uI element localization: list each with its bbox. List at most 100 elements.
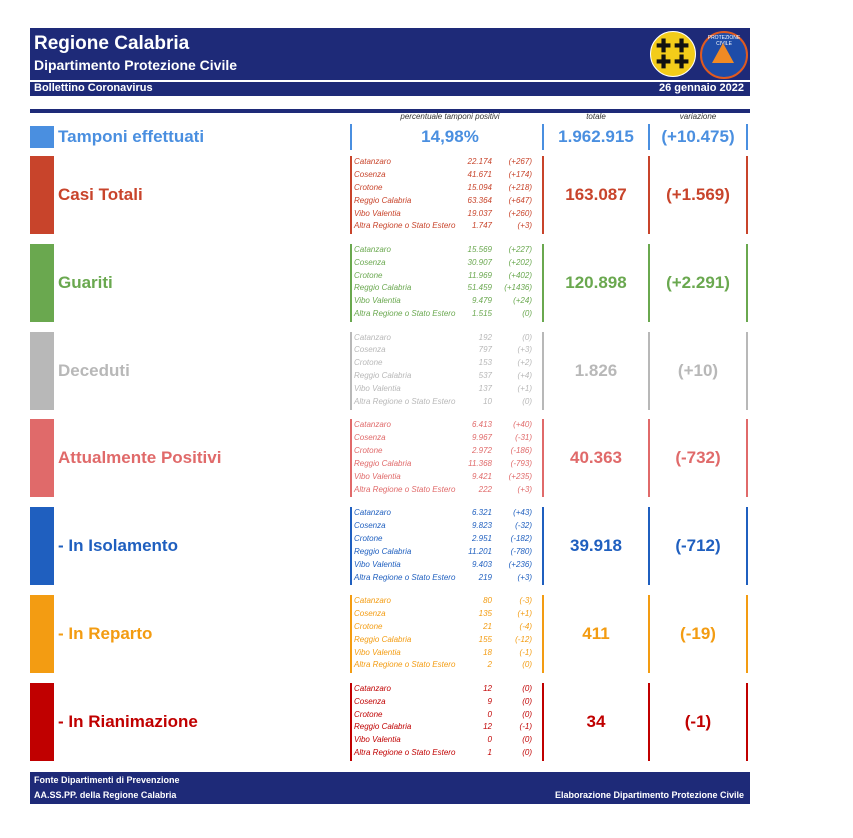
- protezione-civile-logo-icon: PROTEZIONE CIVILE: [700, 31, 748, 79]
- province-value: 80: [483, 596, 492, 605]
- province-delta: (+1): [517, 384, 532, 394]
- percent-column-header: percentuale tamponi positivi: [400, 112, 500, 121]
- in-isolamento-divider: [746, 507, 748, 586]
- header-banner: Regione Calabria Dipartimento Protezione…: [30, 28, 750, 80]
- province-delta: (-1): [519, 647, 532, 657]
- province-delta: (-186): [510, 446, 532, 456]
- province-name: Reggio Calabria: [354, 546, 412, 556]
- casi-totali-divider: [746, 156, 748, 234]
- province-row: Altra Regione o Stato Estero 10 (0): [354, 396, 542, 409]
- casi-totali-divider: [350, 156, 352, 234]
- province-delta: (+43): [513, 508, 532, 518]
- footer-asp: AA.SS.PP. della Regione Calabria: [34, 790, 177, 800]
- province-value: 15.094: [467, 182, 492, 192]
- province-row: Crotone 2.951 (-182): [354, 533, 542, 546]
- in-reparto-divider: [350, 595, 352, 673]
- province-row: Reggio Calabria 12 (-1): [354, 721, 542, 734]
- province-value: 41.671: [467, 169, 492, 179]
- in-rianimazione-divider: [542, 682, 544, 761]
- casi-totali-divider: [542, 156, 544, 234]
- section-deceduti: Deceduti Catanzaro 192 (0) Cosenza 797 (+3) Cro…: [30, 331, 750, 412]
- province-row: Altra Regione o Stato Estero 2 (0): [354, 659, 542, 672]
- tamponi-divider: [648, 124, 650, 150]
- province-value: 51.459: [467, 283, 492, 293]
- province-delta: (0): [522, 683, 532, 693]
- deceduti-province-breakdown: Catanzaro 192 (0) Cosenza 797 (+3) Crotone 153 (…: [354, 332, 542, 409]
- province-row: Cosenza 9.823 (-32): [354, 520, 542, 533]
- casi-totali-divider: [648, 156, 650, 234]
- bulletin-title: Bollettino Coronavirus: [34, 82, 153, 94]
- footer-banner: Fonte Dipartimenti di Prevenzione AA.SS.…: [30, 772, 750, 804]
- province-row: Reggio Calabria 11.368 (-793): [354, 458, 542, 471]
- province-name: Crotone: [354, 709, 383, 719]
- province-name: Altra Regione o Stato Estero: [354, 748, 456, 758]
- tamponi-divider: [746, 124, 748, 150]
- province-delta: (+3): [517, 345, 532, 355]
- province-delta: (+202): [508, 257, 532, 267]
- province-row: Catanzaro 6.413 (+40): [354, 419, 542, 432]
- province-name: Vibo Valentia: [354, 647, 401, 657]
- page-title: Regione Calabria: [34, 33, 190, 54]
- province-row: Reggio Calabria 51.459 (+1436): [354, 282, 542, 295]
- deceduti-label: Deceduti: [58, 360, 130, 380]
- province-delta: (+402): [508, 270, 532, 280]
- attualmente-positivi-divider: [350, 419, 352, 498]
- province-name: Crotone: [354, 270, 383, 280]
- province-delta: (+647): [508, 195, 532, 205]
- province-name: Catanzaro: [354, 157, 391, 166]
- province-delta: (0): [522, 397, 532, 407]
- province-name: Catanzaro: [354, 332, 391, 342]
- section-guariti: Guariti Catanzaro 15.569 (+227) Cosenza 30.90…: [30, 243, 750, 324]
- attualmente-positivi-divider: [648, 419, 650, 498]
- province-value: 222: [478, 484, 492, 494]
- province-delta: (+3): [517, 484, 532, 494]
- in-rianimazione-swatch: [30, 682, 54, 761]
- province-name: Catanzaro: [354, 596, 391, 605]
- in-reparto-divider: [542, 595, 544, 673]
- footer-source: Fonte Dipartimenti di Prevenzione: [34, 775, 180, 785]
- deceduti-divider: [542, 331, 544, 410]
- in-isolamento-swatch: [30, 507, 54, 586]
- attualmente-positivi-variation: (-732): [675, 448, 721, 468]
- province-value: 19.037: [467, 208, 492, 218]
- province-name: Cosenza: [354, 608, 386, 618]
- in-isolamento-divider: [648, 507, 650, 586]
- divider-bar: [30, 109, 750, 113]
- section-in-reparto: - In Reparto Catanzaro 80 (-3) Cosenza 135 (+1…: [30, 595, 750, 675]
- province-name: Vibo Valentia: [354, 384, 401, 394]
- province-delta: (+267): [508, 157, 532, 166]
- province-row: Cosenza 9 (0): [354, 696, 542, 709]
- province-value: 15.569: [467, 244, 492, 254]
- province-value: 137: [478, 384, 492, 394]
- bulletin-bar: Bollettino Coronavirus 26 gennaio 2022: [30, 82, 750, 96]
- province-name: Altra Regione o Stato Estero: [354, 484, 456, 494]
- province-delta: (0): [522, 332, 532, 342]
- province-value: 0: [487, 735, 492, 745]
- province-row: Reggio Calabria 63.364 (+647): [354, 195, 542, 208]
- province-name: Vibo Valentia: [354, 735, 401, 745]
- province-value: 135: [478, 608, 492, 618]
- in-rianimazione-variation: (-1): [684, 711, 712, 731]
- province-row: Vibo Valentia 9.479 (+24): [354, 295, 542, 308]
- total-column-header: totale: [586, 112, 606, 121]
- tamponi-row: Tamponi effettuati 14,98% 1.962.915 (+10…: [30, 124, 750, 150]
- province-value: 2: [487, 660, 492, 670]
- casi-totali-variation: (+1.569): [666, 185, 730, 204]
- province-value: 6.413: [471, 420, 492, 430]
- province-delta: (+1436): [504, 283, 532, 293]
- province-name: Reggio Calabria: [354, 634, 412, 644]
- province-delta: (+40): [513, 420, 532, 430]
- in-isolamento-label: - In Isolamento: [58, 536, 178, 556]
- deceduti-total: 1.826: [574, 360, 618, 380]
- attualmente-positivi-divider: [542, 419, 544, 498]
- province-value: 9.479: [471, 296, 492, 306]
- attualmente-positivi-province-breakdown: Catanzaro 6.413 (+40) Cosenza 9.967 (-31) Crot…: [354, 419, 542, 496]
- province-name: Cosenza: [354, 521, 386, 531]
- casi-totali-swatch: [30, 156, 54, 234]
- guariti-total: 120.898: [565, 272, 627, 292]
- province-row: Cosenza 9.967 (-31): [354, 432, 542, 445]
- in-isolamento-province-breakdown: Catanzaro 6.321 (+43) Cosenza 9.823 (-32) Crot…: [354, 507, 542, 584]
- province-row: Vibo Valentia 0 (0): [354, 734, 542, 747]
- province-name: Cosenza: [354, 345, 386, 355]
- province-value: 63.364: [467, 195, 492, 205]
